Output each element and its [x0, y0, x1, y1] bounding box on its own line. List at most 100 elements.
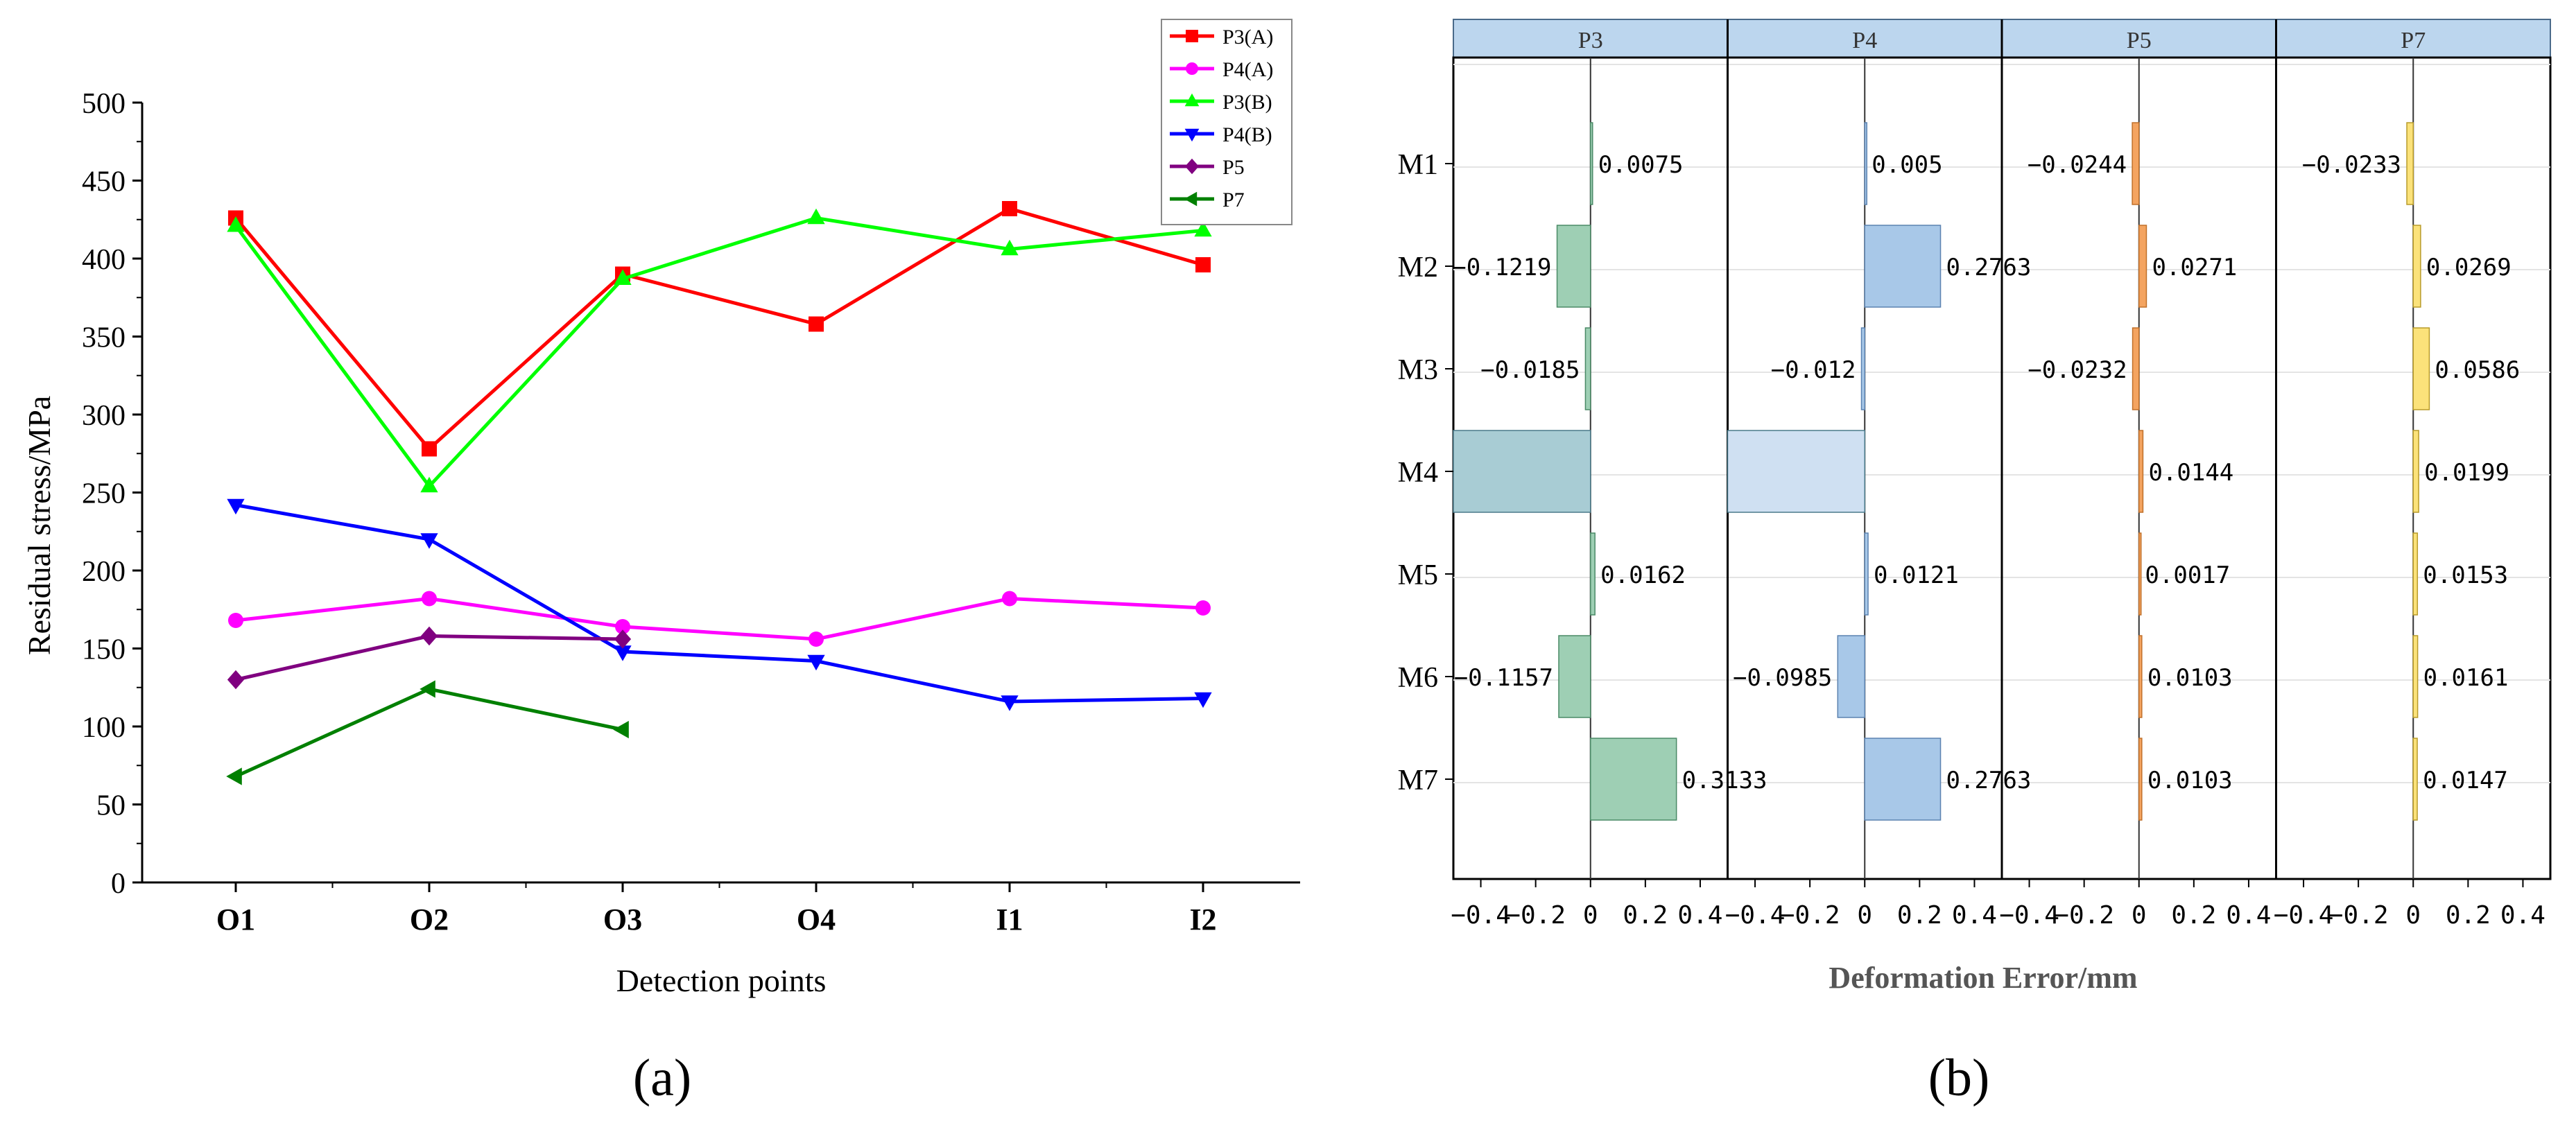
y-tick-label: 400	[82, 244, 126, 276]
panel-p5: P5 −0.0244 0.0271 −0.0232 0.0144 0.0017 0.0103…	[1999, 19, 2271, 930]
y-tick-label: 0	[111, 868, 126, 900]
data-label: 0.005	[1872, 151, 1942, 179]
series-lines	[226, 201, 1212, 785]
data-label: −0.0233	[2302, 151, 2401, 179]
panel-p7: P7 −0.0233 0.0269 0.0586 0.0199 0.0153 0.0161 0…	[2274, 19, 2545, 930]
subfigure-label-b: (b)	[1928, 1049, 1990, 1107]
x-tick-label: −0.2	[1505, 901, 1566, 930]
panels: P3 0.0075 −0.1219 −0.0185 0.0162 −0.1157 0.313…	[1451, 19, 2552, 930]
data-point	[420, 680, 435, 698]
y-tick-labels: 0 50 100 150 200 250 300 350 400 450 500	[82, 88, 126, 900]
bar-m3	[2412, 327, 2430, 410]
data-point	[613, 720, 629, 739]
bar-m2	[1556, 225, 1591, 308]
bar-m6	[2412, 635, 2419, 718]
row-label: M2	[1398, 252, 1438, 284]
data-point	[1002, 591, 1017, 607]
legend-marker	[1186, 62, 1198, 75]
axes	[132, 101, 1300, 892]
data-label: −0.0985	[1733, 664, 1832, 692]
x-tick-label: −0.4	[1999, 901, 2059, 930]
series-p4b	[227, 498, 1212, 711]
data-point	[1195, 257, 1211, 272]
data-point	[422, 591, 437, 607]
data-label: 0.0017	[2145, 561, 2230, 589]
legend-label: P4(B)	[1222, 123, 1272, 146]
bar-m5	[2138, 532, 2142, 616]
data-label: −0.1157	[1454, 664, 1553, 692]
data-label: 0.0103	[2147, 664, 2233, 692]
data-label: −0.1219	[1452, 254, 1551, 281]
data-label: 0.0153	[2423, 561, 2508, 589]
data-point	[227, 670, 245, 690]
data-label: 0.0103	[2147, 767, 2233, 794]
data-label: −0.0244	[2028, 151, 2127, 179]
panel-title: P7	[2401, 28, 2426, 53]
x-axis-label: Detection points	[616, 963, 827, 998]
x-tick-label: −0.2	[1780, 901, 1840, 930]
panel-p4: P4 0.005 0.2763 −0.012 0.0121 −0.0985 0.2763 −0…	[1725, 19, 2032, 930]
bar-chart-deformation-error: P3 0.0075 −0.1219 −0.0185 0.0162 −0.1157 0.313…	[1398, 19, 2552, 1107]
panel-p3: P3 0.0075 −0.1219 −0.0185 0.0162 −0.1157 0.313…	[1451, 28, 1767, 930]
row-label: M6	[1398, 662, 1438, 694]
data-label: −0.0232	[2028, 356, 2127, 384]
bar-m3	[2132, 327, 2140, 410]
bar-m3	[1584, 327, 1591, 410]
data-label: 0.2763	[1946, 767, 2032, 794]
data-label: 0.0144	[2148, 459, 2233, 487]
data-point	[422, 441, 437, 457]
bar-m5	[1864, 532, 1869, 616]
legend-label: P5	[1222, 156, 1245, 179]
x-tick-label: O4	[797, 903, 836, 937]
bar-m4	[2138, 430, 2144, 513]
bar-m5	[1590, 532, 1596, 616]
bar-m4	[1727, 430, 1865, 513]
y-tick-label: 350	[82, 322, 126, 354]
legend-label: P4(A)	[1222, 58, 1273, 81]
bar-m4	[2412, 430, 2419, 513]
panel-title: P4	[1852, 28, 1877, 53]
bar-m3	[1860, 327, 1865, 410]
x-tick-label: 0.4	[2500, 901, 2545, 930]
data-point	[420, 476, 438, 493]
legend-label: P7	[1222, 189, 1245, 211]
data-label: −0.012	[1771, 356, 1856, 384]
data-label: 0.0271	[2152, 254, 2237, 281]
y-axis-label: Residual stress/MPa	[21, 396, 57, 655]
data-point	[807, 208, 825, 225]
bar-m5	[2412, 532, 2419, 616]
y-tick-label: 200	[82, 556, 126, 588]
data-point	[1194, 220, 1212, 237]
x-tick-label: 0	[1857, 901, 1872, 930]
legend-marker	[1185, 158, 1199, 175]
data-point	[614, 269, 632, 286]
x-tick-label: 0.2	[1623, 901, 1668, 930]
data-point	[615, 619, 630, 634]
data-point	[614, 645, 632, 661]
legend-label: P3(B)	[1222, 91, 1272, 114]
data-point	[809, 632, 824, 647]
series-line	[234, 687, 623, 778]
data-point	[226, 767, 242, 785]
data-label: 0.0161	[2423, 664, 2509, 692]
series-p3b	[227, 208, 1212, 493]
data-point	[809, 316, 824, 332]
line-chart-residual-stress: 0 50 100 150 200 250 300 350 400 450 500 O1 O2 O3 O4 I…	[21, 19, 1300, 1107]
x-tick-label: −0.2	[2328, 901, 2389, 930]
x-tick-label: O3	[603, 903, 642, 937]
subfigure-label-a: (a)	[633, 1049, 691, 1107]
data-label: 0.0075	[1598, 151, 1684, 179]
data-point	[420, 626, 438, 646]
x-tick-label: 0.4	[1952, 901, 1997, 930]
x-tick-label: 0.2	[2171, 901, 2216, 930]
bar-m1	[2132, 122, 2140, 205]
data-point	[1195, 600, 1211, 616]
data-label: 0.0586	[2435, 356, 2520, 384]
bar-m7	[1864, 738, 1942, 821]
data-point	[807, 654, 825, 671]
y-tick-label: 300	[82, 400, 126, 432]
x-tick-label: −0.4	[1725, 901, 1786, 930]
bar-m6	[1558, 635, 1591, 718]
x-tick-label: 0.4	[2226, 901, 2271, 930]
legend-label: P3(A)	[1222, 26, 1273, 49]
